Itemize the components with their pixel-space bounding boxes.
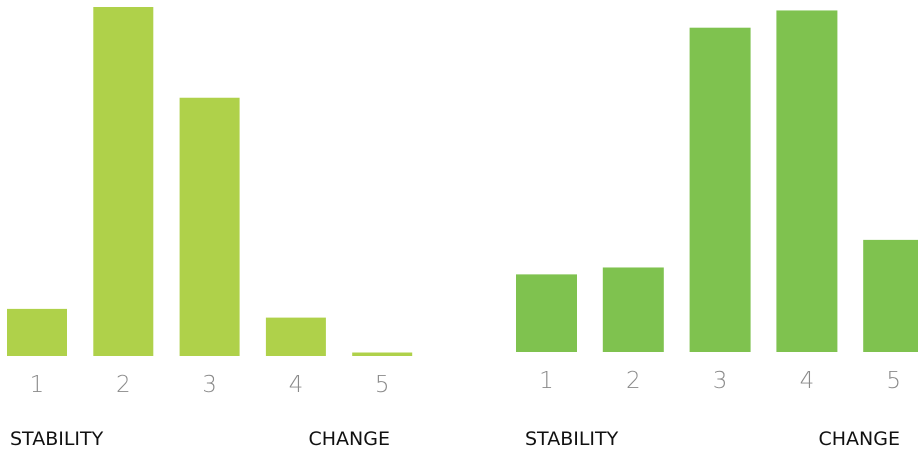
x-tick-label: 5: [886, 368, 901, 394]
x-tick-label: 5: [375, 372, 390, 398]
bar-5: [863, 239, 918, 352]
x-tick-label: 3: [713, 368, 728, 394]
stability-label: STABILITY: [10, 428, 104, 450]
bar-4: [776, 10, 838, 352]
bar-3: [179, 97, 240, 357]
bar-3: [689, 27, 751, 352]
change-label: CHANGE: [309, 428, 391, 450]
bar-2: [602, 267, 664, 352]
x-tick-label: 4: [289, 372, 304, 398]
bar-1: [516, 274, 577, 352]
x-tick-label: 2: [116, 372, 131, 398]
x-tick-label: 1: [539, 368, 554, 394]
change-label: CHANGE: [819, 428, 901, 450]
bar-4: [265, 317, 326, 356]
stability-label: STABILITY: [525, 428, 619, 450]
x-tick-label: 4: [800, 368, 815, 394]
chart-right: 1 2 3 4 5 STABILITY CHANGE: [516, 10, 918, 450]
x-tick-label: 3: [202, 372, 217, 398]
chart-left: 1 2 3 4 5 STABILITY CHANGE: [7, 7, 413, 450]
bar-2: [93, 7, 154, 356]
x-tick-label: 1: [30, 372, 45, 398]
bar-5: [352, 352, 413, 356]
bar-1: [7, 308, 67, 356]
x-tick-label: 2: [626, 368, 641, 394]
